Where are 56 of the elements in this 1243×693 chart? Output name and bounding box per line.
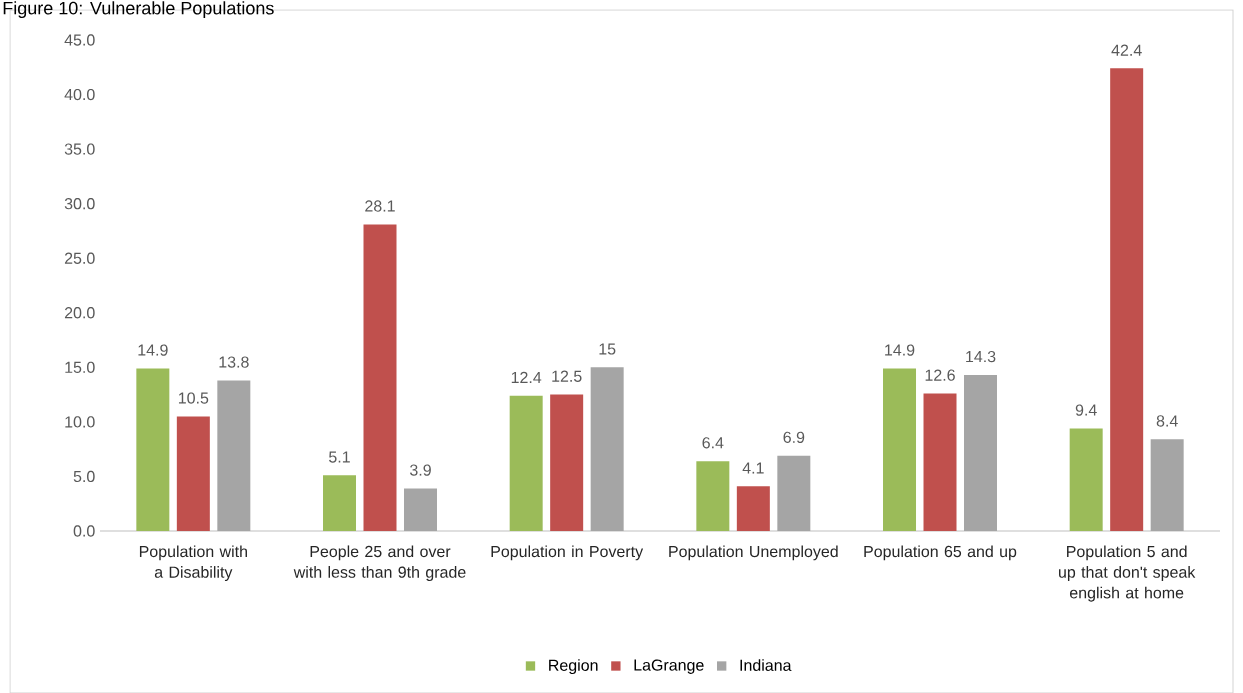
bar (323, 475, 357, 531)
data-label: 6.4 (702, 437, 724, 449)
bar (176, 416, 210, 531)
y-tick-label: 25.0 (64, 252, 95, 264)
bar (590, 367, 624, 531)
legend-label: LaGrange (634, 659, 704, 674)
bar (883, 368, 917, 531)
data-label: 14.9 (885, 344, 915, 356)
x-tick-label: Population in Poverty (491, 545, 644, 561)
data-label: 12.5 (552, 370, 582, 382)
bar (550, 394, 584, 531)
data-label: 42.4 (1111, 44, 1142, 56)
y-tick-label: 15.0 (65, 361, 95, 373)
bar (923, 393, 957, 531)
bar (964, 374, 997, 531)
y-tick-label: 20.0 (64, 307, 95, 319)
x-tick-label: Population 5 and up that don't speak english at home (1059, 545, 1196, 602)
x-tick-label: Population Unemployed (669, 545, 838, 561)
bar (217, 380, 251, 531)
y-tick-label: 0.0 (73, 525, 95, 537)
data-label: 6.9 (783, 431, 805, 443)
data-label: 8.4 (1156, 415, 1178, 427)
bar (509, 395, 543, 531)
data-label: 4.1 (742, 462, 764, 474)
data-label: 14.9 (138, 344, 168, 356)
data-label: 12.4 (511, 371, 542, 383)
legend-label: Region (549, 659, 598, 675)
y-tick-label: 35.0 (64, 143, 95, 155)
x-tick-label: Population with a Disability (139, 545, 247, 581)
bar (1150, 439, 1184, 531)
bar (404, 488, 437, 531)
x-tick-label: Population 65 and up (864, 545, 1017, 561)
bar (777, 455, 811, 531)
bar (1069, 428, 1103, 531)
y-tick-label: 30.0 (64, 198, 95, 210)
y-tick-label: 10.0 (65, 416, 95, 428)
data-label: 9.4 (1075, 404, 1097, 416)
bar (1110, 68, 1144, 531)
bar (736, 486, 770, 531)
y-tick-label: 45.0 (64, 34, 95, 46)
bar (363, 224, 397, 531)
data-label: 15 (599, 343, 616, 355)
bar (696, 461, 730, 531)
data-label: 28.1 (365, 200, 395, 212)
data-label: 12.6 (925, 369, 955, 381)
chart-title: Figure 10: Vulnerable Populations (3, 1, 274, 19)
data-label: 13.8 (219, 356, 249, 368)
bar (136, 368, 170, 531)
data-label: 5.1 (329, 451, 350, 463)
y-tick-label: 5.0 (73, 470, 95, 483)
data-label: 10.5 (178, 392, 209, 404)
y-tick-label: 40.0 (64, 88, 95, 101)
legend-label: Indiana (740, 659, 792, 671)
data-label: 14.3 (966, 350, 996, 363)
x-tick-label: People 25 and over with less than 9th grade (293, 545, 466, 581)
data-label: 3.9 (409, 464, 431, 476)
